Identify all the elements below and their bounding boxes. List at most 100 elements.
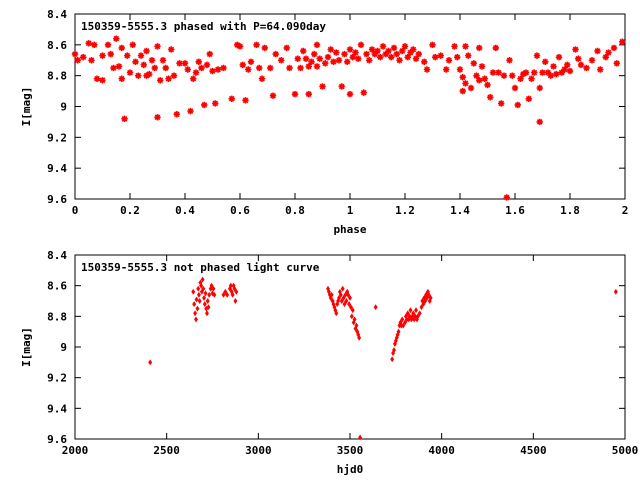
data-point	[428, 294, 433, 301]
data-point	[577, 61, 585, 69]
data-point	[211, 285, 216, 292]
data-point	[421, 301, 426, 308]
data-point	[154, 43, 161, 50]
data-point	[426, 291, 431, 298]
data-point	[129, 41, 136, 49]
data-point	[437, 52, 444, 59]
data-point	[228, 95, 235, 102]
data-point	[459, 74, 466, 81]
unphased-light-curve-panel: 2000 2500 3000 3500 4000 4500 5000 8.4 8.6 8.8 9 9.…	[20, 249, 638, 476]
x-tick-label: 4500	[520, 444, 547, 457]
data-point	[415, 50, 422, 58]
data-point	[201, 101, 208, 109]
data-point	[234, 288, 239, 295]
data-point	[99, 77, 106, 84]
data-point	[201, 285, 206, 292]
data-point	[613, 288, 618, 295]
data-point	[462, 80, 469, 87]
y-tick-label: 9.2	[47, 372, 67, 385]
data-point	[520, 70, 527, 78]
data-point	[412, 55, 420, 62]
data-point	[256, 64, 263, 72]
data-point	[342, 301, 347, 308]
data-point	[354, 322, 359, 329]
data-point	[341, 294, 346, 301]
data-point	[492, 44, 499, 52]
data-point	[205, 310, 209, 317]
data-point	[344, 58, 351, 65]
data-point	[613, 60, 620, 67]
data-point	[390, 44, 398, 52]
y-tick-label: 9	[60, 101, 67, 114]
data-point	[272, 50, 279, 58]
data-point	[341, 50, 348, 58]
plot-frame	[74, 254, 626, 440]
x-tick-label: 0.2	[120, 204, 140, 217]
y-tick-label: 9.6	[47, 433, 67, 446]
data-point	[346, 90, 354, 98]
data-point	[85, 40, 92, 47]
data-point	[202, 301, 207, 308]
data-point	[212, 100, 219, 107]
data-point	[363, 50, 370, 58]
data-point	[575, 55, 582, 62]
data-point	[190, 75, 197, 82]
data-point	[333, 49, 340, 56]
data-point	[506, 57, 513, 64]
data-point	[346, 291, 351, 298]
y-tick-label: 8.4	[47, 8, 67, 21]
data-point	[146, 70, 153, 78]
x-tick-label: 4000	[428, 444, 455, 457]
data-point	[319, 83, 326, 90]
data-point	[476, 77, 483, 84]
data-point	[425, 294, 429, 301]
y-tick-label: 9.2	[47, 131, 67, 144]
data-point	[253, 41, 260, 49]
data-point	[162, 64, 169, 72]
data-point	[348, 294, 352, 301]
data-point	[379, 43, 387, 50]
data-point	[509, 72, 516, 79]
data-point	[388, 53, 395, 61]
data-point	[542, 58, 549, 65]
data-point	[349, 53, 356, 61]
data-point	[566, 67, 574, 75]
data-point	[410, 46, 417, 53]
data-point	[374, 47, 381, 55]
data-point	[305, 63, 312, 70]
data-point	[191, 288, 196, 295]
data-point	[228, 282, 233, 289]
data-point	[358, 434, 363, 441]
data-point	[451, 43, 458, 50]
data-point	[522, 69, 530, 76]
data-point	[196, 291, 201, 298]
y-tick-label: 8.6	[47, 280, 67, 293]
data-point	[350, 307, 355, 314]
data-point	[533, 52, 541, 59]
data-point	[214, 66, 222, 73]
data-point	[313, 63, 321, 70]
data-point	[432, 53, 439, 61]
plot-title: 150359-5555.3 not phased light curve	[81, 261, 320, 274]
data-point	[588, 57, 596, 64]
data-point	[313, 41, 321, 49]
data-point	[338, 83, 345, 90]
data-point	[619, 38, 626, 45]
data-point	[181, 60, 189, 67]
data-point	[407, 313, 412, 320]
x-tick-label: 5000	[612, 444, 639, 457]
data-point	[173, 111, 180, 118]
x-axis-label: hjd0	[337, 463, 364, 476]
data-point	[539, 69, 546, 76]
data-point	[478, 63, 486, 70]
x-tick-label: 1.6	[505, 204, 525, 217]
data-point	[393, 50, 400, 58]
x-tick-label: 1	[347, 204, 354, 217]
data-point	[207, 291, 212, 298]
data-point	[371, 50, 378, 58]
data-point	[405, 310, 410, 317]
data-point	[291, 90, 299, 98]
data-point	[415, 313, 420, 320]
data-point	[558, 69, 565, 76]
